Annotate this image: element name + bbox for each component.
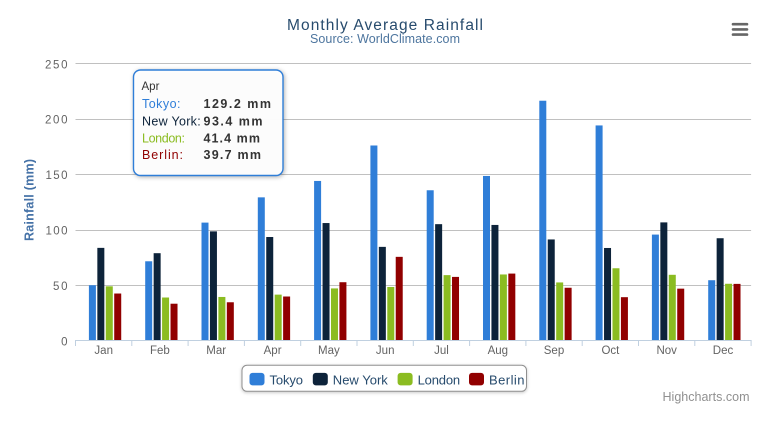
svg-text:250: 250	[45, 59, 68, 71]
svg-text:London:: London:	[142, 132, 185, 146]
svg-text:Nov: Nov	[656, 345, 677, 357]
svg-text:Monthly Average Rainfall: Monthly Average Rainfall	[287, 17, 483, 34]
svg-text:41.4 mm: 41.4 mm	[204, 132, 261, 146]
svg-text:100: 100	[46, 226, 68, 238]
svg-text:Jan: Jan	[94, 345, 113, 357]
svg-text:39.7 mm: 39.7 mm	[204, 148, 262, 162]
svg-text:Oct: Oct	[601, 345, 620, 357]
svg-text:Tokyo: Tokyo	[270, 372, 304, 387]
svg-text:Source: WorldClimate.com: Source: WorldClimate.com	[310, 32, 460, 46]
svg-text:Tokyo:: Tokyo:	[142, 97, 181, 111]
svg-text:Sep: Sep	[544, 345, 564, 357]
svg-text:Apr: Apr	[142, 81, 160, 93]
svg-text:0: 0	[61, 336, 67, 348]
svg-text:Berlin: Berlin	[489, 372, 525, 387]
svg-text:London: London	[418, 372, 461, 387]
svg-text:New York: New York	[333, 372, 389, 387]
svg-text:200: 200	[45, 115, 68, 127]
svg-text:Feb: Feb	[150, 345, 170, 357]
svg-text:150: 150	[46, 170, 68, 182]
svg-text:Apr: Apr	[264, 345, 282, 357]
svg-text:Jun: Jun	[376, 345, 395, 357]
svg-text:93.4 mm: 93.4 mm	[204, 115, 263, 129]
svg-text:Jul: Jul	[434, 345, 449, 357]
svg-text:New York:: New York:	[142, 115, 201, 129]
svg-text:May: May	[318, 345, 340, 357]
svg-text:Rainfall (mm): Rainfall (mm)	[23, 159, 37, 241]
svg-text:50: 50	[53, 281, 68, 293]
svg-text:Aug: Aug	[488, 345, 508, 357]
svg-text:129.2 mm: 129.2 mm	[204, 97, 272, 111]
svg-text:Mar: Mar	[206, 345, 226, 357]
svg-text:Berlin:: Berlin:	[142, 148, 183, 162]
svg-text:Highcharts.com: Highcharts.com	[663, 390, 750, 404]
svg-text:Dec: Dec	[713, 345, 734, 357]
